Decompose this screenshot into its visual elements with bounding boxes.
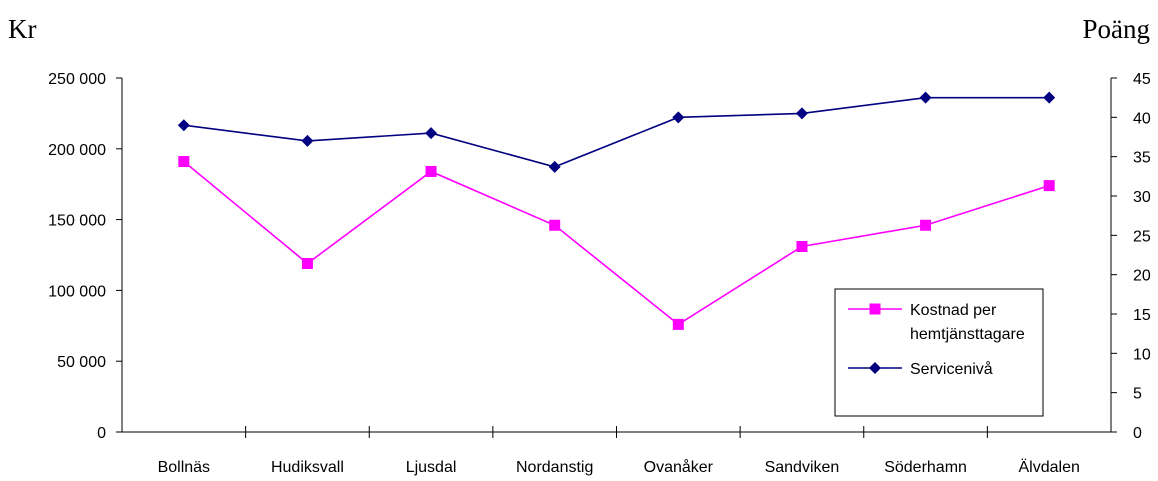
x-axis: Bollnäs Hudiksvall Ljusdal Nordanstig Ovanåk… [122, 426, 1111, 476]
data-point [177, 119, 190, 132]
right-axis-tick-label: 5 [1133, 386, 1142, 403]
series-line [183, 160, 1050, 326]
data-point [549, 219, 561, 231]
left-axis-tick-label: 250 000 [48, 71, 106, 88]
right-axis: 0 5 10 15 20 25 30 35 40 45 [1110, 71, 1151, 442]
left-axis-tick-label: 100 000 [48, 283, 106, 300]
legend-label: hemtjänsttagare [910, 326, 1025, 343]
category-label: Söderhamn [884, 459, 967, 476]
data-point [672, 318, 684, 330]
left-axis: 0 50 000 100 000 150 000 200 000 250 000 [48, 71, 123, 442]
data-point [301, 134, 314, 147]
category-label: Ovanåker [644, 458, 714, 476]
category-label: Hudiksvall [271, 459, 344, 476]
series-line [183, 96, 1050, 168]
series-layer [177, 91, 1056, 330]
right-axis-tick-label: 35 [1133, 150, 1151, 167]
category-label: Bollnäs [158, 459, 210, 476]
data-point [920, 219, 932, 231]
data-point [548, 160, 561, 173]
data-point [1043, 91, 1056, 104]
legend: Kostnad per hemtjänsttagare Servicenivå [834, 288, 1044, 417]
data-point [672, 111, 685, 124]
left-axis-tick-label: 200 000 [48, 142, 106, 159]
data-point [425, 165, 437, 177]
right-axis-unit: Poäng [1083, 14, 1151, 44]
series-1 [178, 156, 1055, 330]
category-label: Ljusdal [406, 459, 457, 476]
category-label: Älvdalen [1019, 458, 1080, 476]
left-axis-tick-label: 0 [97, 425, 106, 442]
left-axis-tick-label: 50 000 [57, 354, 106, 371]
category-label: Nordanstig [516, 459, 593, 476]
left-axis-tick-label: 150 000 [48, 213, 106, 230]
legend-label: Kostnad per [910, 302, 997, 319]
right-axis-tick-label: 30 [1133, 189, 1151, 206]
series-2 [177, 91, 1056, 173]
data-point [301, 257, 313, 269]
legend-marker [869, 362, 881, 374]
right-axis-tick-label: 40 [1133, 110, 1151, 127]
data-point [919, 91, 932, 104]
data-point [795, 107, 808, 120]
right-axis-tick-label: 10 [1133, 346, 1151, 363]
legend-box [834, 288, 1044, 417]
left-axis-unit: Kr [8, 14, 37, 44]
data-point [796, 241, 808, 253]
data-point [1043, 180, 1055, 192]
category-label: Sandviken [765, 459, 840, 476]
right-axis-tick-label: 15 [1133, 307, 1151, 324]
right-axis-tick-label: 0 [1133, 425, 1142, 442]
right-axis-tick-label: 45 [1133, 71, 1151, 88]
right-axis-tick-label: 20 [1133, 268, 1151, 285]
legend-label: Servicenivå [910, 360, 993, 378]
data-point [178, 156, 190, 168]
right-axis-tick-label: 25 [1133, 228, 1151, 245]
legend-marker [869, 303, 881, 315]
data-point [425, 127, 438, 140]
